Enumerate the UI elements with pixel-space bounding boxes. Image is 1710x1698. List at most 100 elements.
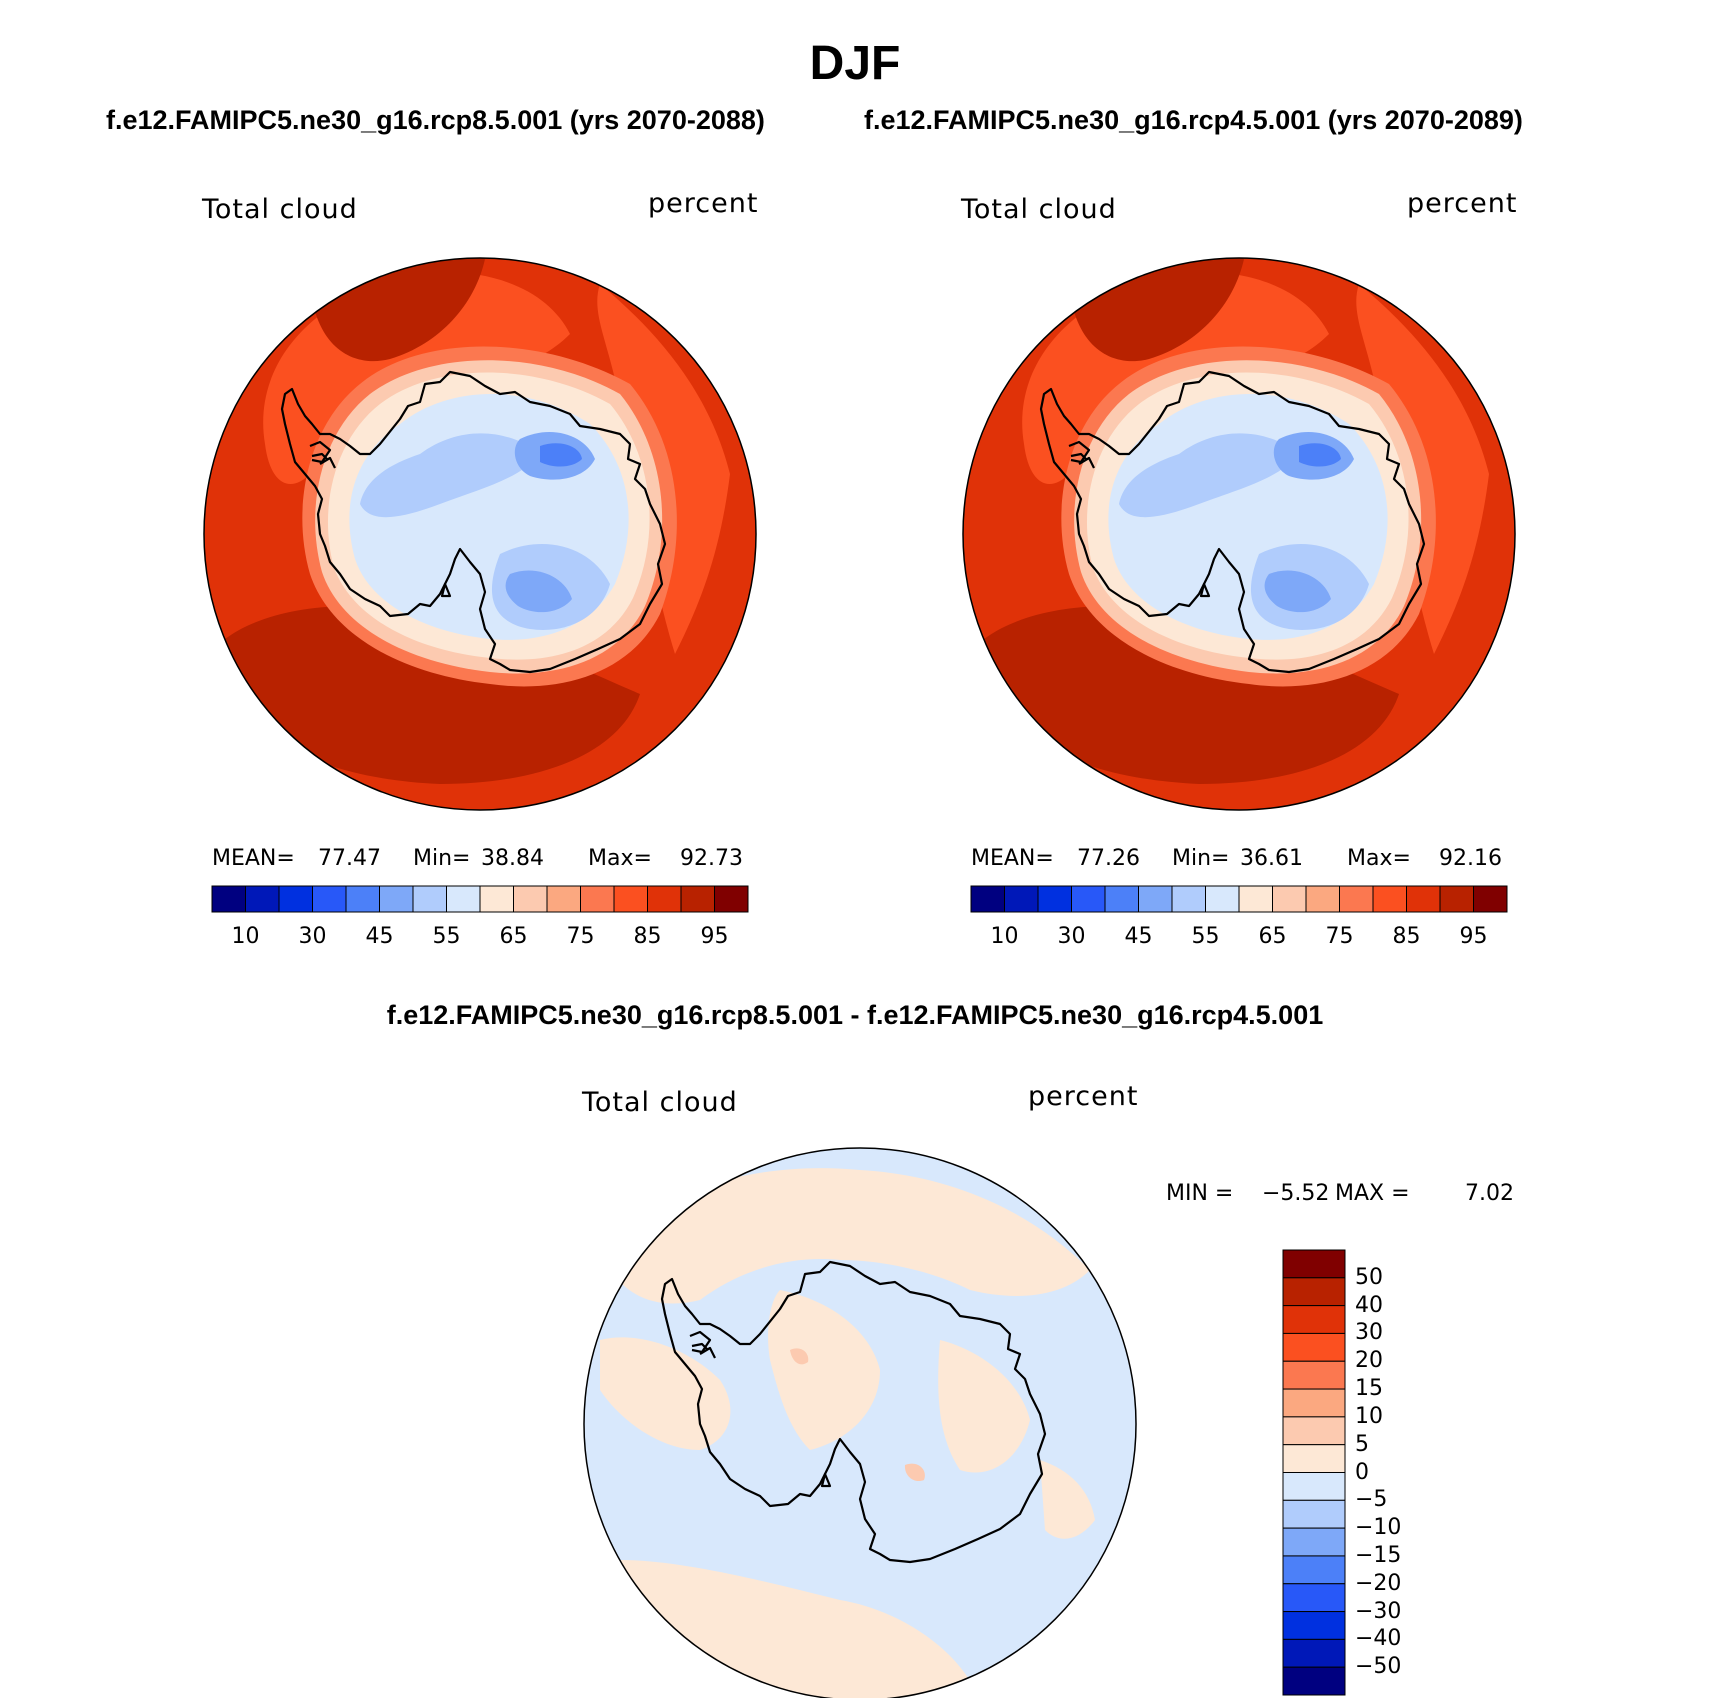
right-colorbar-swatch-3 bbox=[1071, 885, 1106, 913]
diff-colorbar-swatch-4 bbox=[1282, 1360, 1346, 1390]
diff-colorbar-swatch-9 bbox=[1282, 1499, 1346, 1529]
left-colorbar-swatch-3 bbox=[312, 885, 347, 913]
right-colorbar-swatch-12 bbox=[1372, 885, 1407, 913]
diff-colorbar-swatch-13 bbox=[1282, 1611, 1346, 1640]
diff-colorbar-tick-label: 30 bbox=[1355, 1320, 1383, 1346]
diff-colorbar-swatch-12 bbox=[1282, 1583, 1346, 1613]
left-colorbar-tick-label: 10 bbox=[231, 924, 260, 949]
diff-colorbar-tick-label: −30 bbox=[1355, 1598, 1402, 1624]
right-map bbox=[963, 258, 1515, 810]
right-max-value: 92.16 bbox=[1439, 846, 1502, 871]
left-colorbar-swatch-2 bbox=[278, 885, 313, 913]
right-colorbar-swatch-15 bbox=[1473, 885, 1508, 913]
left-max-value: 92.73 bbox=[680, 846, 743, 871]
diff-colorbar-swatch-14 bbox=[1282, 1638, 1346, 1668]
left-colorbar-swatch-7 bbox=[446, 885, 481, 913]
right-min-value: 36.61 bbox=[1240, 846, 1303, 871]
diff-colorbar-swatch-11 bbox=[1282, 1555, 1346, 1585]
left-colorbar-swatch-11 bbox=[580, 885, 615, 913]
left-mean-value: 77.47 bbox=[318, 846, 381, 871]
right-colorbar-swatch-8 bbox=[1238, 885, 1273, 913]
figure-title: DJF bbox=[809, 37, 901, 90]
right-colorbar-tick-label: 75 bbox=[1325, 924, 1354, 949]
diff-colorbar-tick-label: 20 bbox=[1355, 1348, 1383, 1374]
left-colorbar-tick-label: 30 bbox=[298, 924, 327, 949]
left-colorbar-swatch-5 bbox=[379, 885, 414, 913]
right-map-frame bbox=[962, 257, 1516, 811]
left-colorbar-swatch-14 bbox=[680, 885, 715, 913]
diff-colorbar-tick-label: 10 bbox=[1355, 1403, 1383, 1429]
diff-colorbar-swatch-10 bbox=[1282, 1527, 1346, 1557]
diff-colorbar-tick-label: 0 bbox=[1355, 1459, 1369, 1485]
right-units-label: percent bbox=[1407, 188, 1518, 219]
right-colorbar-swatch-13 bbox=[1406, 885, 1441, 913]
left-map bbox=[204, 258, 756, 810]
right-colorbar-swatch-5 bbox=[1138, 885, 1173, 913]
diff-colorbar-swatch-0 bbox=[1282, 1249, 1346, 1279]
right-colorbar-swatch-1 bbox=[1004, 885, 1039, 913]
right-colorbar-tick-label: 45 bbox=[1124, 924, 1153, 949]
diff-colorbar-tick-label: −40 bbox=[1355, 1626, 1402, 1652]
left-max-label: Max= bbox=[588, 846, 652, 871]
diff-max-value: 7.02 bbox=[1465, 1181, 1514, 1206]
left-case-title: f.e12.FAMIPC5.ne30_g16.rcp8.5.001 (yrs 2… bbox=[106, 105, 765, 135]
right-colorbar-swatch-9 bbox=[1272, 885, 1307, 913]
left-colorbar-swatch-10 bbox=[546, 885, 581, 913]
right-colorbar-swatch-7 bbox=[1205, 885, 1240, 913]
right-colorbar-swatch-10 bbox=[1305, 885, 1340, 913]
right-case-title: f.e12.FAMIPC5.ne30_g16.rcp4.5.001 (yrs 2… bbox=[864, 105, 1523, 135]
right-colorbar bbox=[970, 885, 1508, 913]
diff-colorbar-swatch-1 bbox=[1282, 1277, 1346, 1307]
left-colorbar-tick-label: 45 bbox=[365, 924, 394, 949]
right-colorbar-swatch-0 bbox=[970, 885, 1005, 913]
right-colorbar-tick-label: 30 bbox=[1057, 924, 1086, 949]
left-colorbar-tick-label: 65 bbox=[499, 924, 528, 949]
diff-colorbar-tick-label: 40 bbox=[1355, 1292, 1383, 1318]
left-colorbar-swatch-1 bbox=[245, 885, 280, 913]
right-mean-value: 77.26 bbox=[1077, 846, 1140, 871]
diff-min-label: MIN = bbox=[1166, 1181, 1234, 1206]
right-colorbar-swatch-6 bbox=[1171, 885, 1206, 913]
right-colorbar-swatch-2 bbox=[1037, 885, 1072, 913]
diff-colorbar-swatch-2 bbox=[1282, 1305, 1346, 1334]
diff-colorbar-tick-label: 5 bbox=[1355, 1431, 1369, 1457]
diff-units-label: percent bbox=[1028, 1081, 1139, 1112]
left-colorbar-tick-label: 85 bbox=[633, 924, 662, 949]
left-units-label: percent bbox=[648, 188, 759, 219]
diff-colorbar-swatch-8 bbox=[1282, 1472, 1346, 1501]
left-colorbar-swatch-9 bbox=[513, 885, 548, 913]
right-variable-label: Total cloud bbox=[961, 194, 1117, 225]
diff-map bbox=[584, 1148, 1136, 1698]
right-colorbar-tick-label: 95 bbox=[1459, 924, 1488, 949]
right-min-label: Min= bbox=[1172, 846, 1230, 871]
left-colorbar-swatch-4 bbox=[345, 885, 380, 913]
left-colorbar bbox=[211, 885, 749, 913]
diff-min-value: −5.52 bbox=[1262, 1181, 1330, 1206]
diff-colorbar-swatch-5 bbox=[1282, 1388, 1346, 1418]
left-min-value: 38.84 bbox=[481, 846, 544, 871]
right-colorbar-tick-label: 85 bbox=[1392, 924, 1421, 949]
left-min-label: Min= bbox=[413, 846, 471, 871]
left-colorbar-tick-label: 95 bbox=[700, 924, 729, 949]
right-colorbar-swatch-11 bbox=[1339, 885, 1374, 913]
left-map-frame bbox=[203, 257, 757, 811]
diff-colorbar-swatch-3 bbox=[1282, 1332, 1346, 1362]
right-colorbar-tick-label: 10 bbox=[990, 924, 1019, 949]
diff-case-title: f.e12.FAMIPC5.ne30_g16.rcp8.5.001 - f.e1… bbox=[386, 1000, 1324, 1030]
diff-colorbar-swatch-15 bbox=[1282, 1666, 1346, 1696]
diff-colorbar-tick-label: −5 bbox=[1355, 1487, 1388, 1513]
left-variable-label: Total cloud bbox=[202, 194, 358, 225]
left-colorbar-swatch-13 bbox=[647, 885, 682, 913]
left-colorbar-swatch-15 bbox=[714, 885, 749, 913]
diff-colorbar-tick-label: 50 bbox=[1355, 1264, 1383, 1290]
left-colorbar-swatch-6 bbox=[412, 885, 447, 913]
diff-colorbar-tick-label: −50 bbox=[1355, 1654, 1402, 1680]
diff-colorbar-tick-label: 15 bbox=[1355, 1376, 1383, 1402]
diff-colorbar bbox=[1282, 1249, 1346, 1696]
diff-map-frame bbox=[583, 1147, 1137, 1698]
right-colorbar-swatch-4 bbox=[1104, 885, 1139, 913]
right-colorbar-tick-label: 65 bbox=[1258, 924, 1287, 949]
diff-colorbar-swatch-6 bbox=[1282, 1416, 1346, 1446]
left-mean-label: MEAN= bbox=[212, 846, 295, 871]
diff-colorbar-swatch-7 bbox=[1282, 1444, 1346, 1473]
